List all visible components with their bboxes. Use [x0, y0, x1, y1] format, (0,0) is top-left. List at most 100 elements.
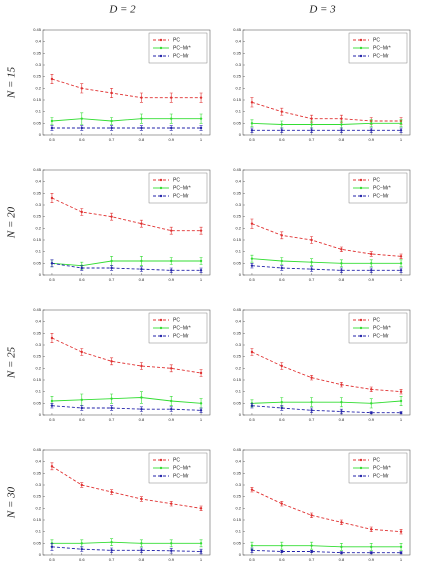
series-line: [51, 260, 202, 267]
marker: [80, 210, 83, 214]
marker: [370, 129, 373, 132]
marker: [280, 266, 283, 270]
marker: [399, 262, 403, 265]
legend-label: PC−Mr: [373, 473, 389, 479]
y-tick-label: 0.05: [33, 120, 42, 125]
marker: [280, 129, 283, 132]
marker: [199, 371, 203, 375]
y-tick-label: 0.2: [235, 505, 241, 510]
x-tick-label: 0.8: [139, 417, 145, 422]
legend-label: PC: [373, 177, 380, 183]
y-tick-label: 0.4: [235, 39, 241, 44]
marker: [170, 549, 173, 552]
x-tick-label: 0.7: [309, 137, 315, 142]
marker: [80, 483, 83, 487]
marker: [310, 550, 313, 553]
legend-marker: [359, 54, 363, 58]
legend-marker: [159, 194, 163, 198]
marker: [170, 407, 173, 411]
row-header: N = 25: [6, 346, 18, 379]
marker: [50, 196, 54, 200]
marker: [50, 77, 54, 81]
legend-label: PC−Mr*: [373, 465, 391, 471]
marker: [399, 269, 403, 272]
series-line: [251, 351, 402, 393]
y-tick-label: 0.45: [33, 27, 42, 32]
marker: [110, 360, 113, 363]
marker: [280, 364, 283, 368]
y-tick-label: 0.2: [35, 365, 41, 370]
y-tick-label: 0.15: [33, 517, 42, 522]
legend-label: PC−Mr: [373, 333, 389, 339]
y-tick-label: 0.15: [233, 237, 242, 242]
marker: [370, 402, 373, 405]
x-tick-label: 0.6: [279, 557, 285, 562]
marker: [140, 222, 143, 225]
marker: [50, 545, 54, 549]
marker: [80, 87, 83, 90]
y-tick-label: 0.45: [233, 167, 242, 172]
marker: [140, 96, 143, 99]
x-tick-label: 0.5: [249, 277, 255, 282]
y-tick-label: 0.35: [33, 50, 42, 55]
legend-marker: [159, 326, 163, 330]
marker: [310, 117, 313, 120]
marker: [280, 502, 283, 505]
marker: [199, 550, 203, 553]
legend-label: PC: [373, 457, 380, 463]
x-tick-label: 0.6: [79, 137, 85, 142]
legend-label: PC−Mr: [173, 53, 189, 59]
y-tick-label: 0.45: [233, 307, 242, 312]
marker: [310, 267, 313, 271]
y-tick-label: 0.3: [235, 202, 241, 207]
legend-marker: [159, 178, 163, 182]
x-tick-label: 0.8: [139, 277, 145, 282]
marker: [140, 117, 143, 120]
y-tick-label: 0.3: [235, 482, 241, 487]
marker: [399, 255, 403, 258]
x-tick-label: 0.9: [168, 137, 174, 142]
marker: [250, 488, 254, 491]
y-tick-label: 0.05: [233, 540, 242, 545]
series-line: [251, 549, 402, 554]
legend-marker: [359, 46, 363, 50]
marker: [399, 551, 403, 554]
x-tick-label: 0.5: [49, 277, 55, 282]
marker: [140, 542, 143, 545]
marker: [80, 266, 83, 270]
marker: [110, 406, 113, 410]
y-tick-label: 0.05: [233, 260, 242, 265]
marker: [340, 123, 343, 126]
plot-frame: [242, 309, 411, 416]
marker: [199, 409, 203, 412]
legend-label: PC−Mr*: [173, 185, 191, 191]
marker: [399, 122, 403, 125]
marker: [280, 110, 283, 113]
x-tick-label: 1: [200, 277, 203, 282]
legend-label: PC−Mr*: [373, 325, 391, 331]
series-line: [251, 405, 402, 414]
legend-label: PC−Mr: [173, 333, 189, 339]
y-tick-label: 0: [239, 552, 242, 557]
plot-frame: [42, 309, 211, 416]
marker: [80, 398, 83, 402]
y-tick-label: 0.25: [33, 354, 42, 359]
marker: [199, 507, 203, 510]
marker: [250, 129, 254, 132]
marker: [110, 215, 113, 218]
marker: [280, 550, 283, 553]
y-tick-label: 0: [39, 412, 42, 417]
x-tick-label: 0.5: [249, 137, 255, 142]
y-tick-label: 0.4: [35, 459, 41, 464]
marker: [199, 542, 203, 545]
marker: [370, 545, 373, 549]
x-tick-label: 0.9: [168, 277, 174, 282]
legend-marker: [159, 458, 163, 462]
y-tick-label: 0.15: [233, 517, 242, 522]
y-tick-label: 0.35: [233, 50, 242, 55]
x-tick-label: 1: [200, 137, 203, 142]
plot-frame: [42, 449, 211, 556]
legend-marker: [159, 38, 163, 42]
marker: [199, 96, 203, 99]
series-line: [51, 337, 202, 374]
